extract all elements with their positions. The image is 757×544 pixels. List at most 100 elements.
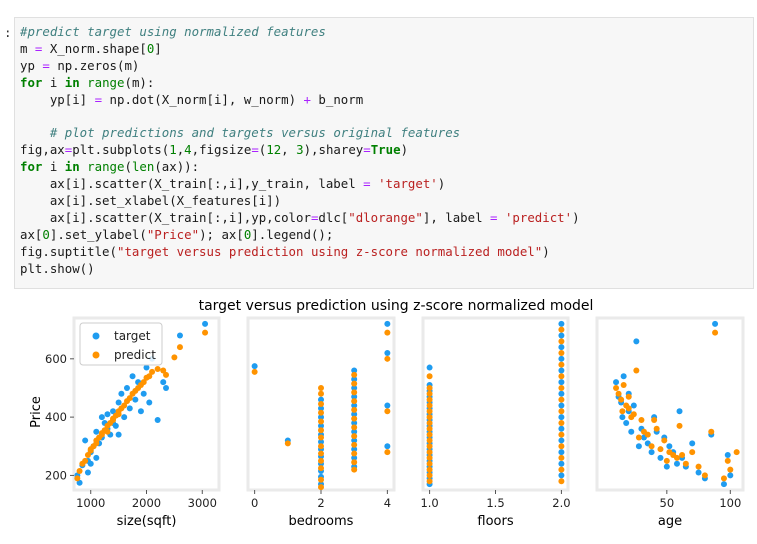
- target-point: [146, 399, 153, 406]
- target-point: [202, 320, 209, 327]
- x-tick-label: 0: [251, 496, 258, 510]
- predict-point: [318, 384, 324, 391]
- target-point: [558, 320, 565, 327]
- target-point: [351, 437, 358, 444]
- target-point: [558, 367, 565, 374]
- predict-point: [384, 408, 391, 415]
- target-point: [558, 344, 565, 351]
- predict-point: [351, 466, 358, 473]
- predict-point: [426, 443, 433, 450]
- code-token: len: [131, 159, 155, 175]
- target-point: [98, 414, 105, 421]
- target-point: [123, 384, 130, 391]
- code-cell[interactable]: [14, 17, 754, 289]
- predict-point: [384, 329, 391, 336]
- predict-point: [351, 406, 358, 413]
- target-point: [384, 443, 391, 450]
- predict-point: [163, 371, 170, 378]
- predict-point: [727, 466, 734, 473]
- code-token: for: [20, 159, 43, 175]
- target-point: [121, 414, 128, 421]
- target-point: [351, 446, 358, 453]
- code-line: ax[0].set_ylabel("Price"); ax[0].legend(…: [20, 227, 580, 244]
- target-point: [558, 425, 565, 432]
- predict-point: [351, 371, 358, 378]
- code-line: for i in range(len(ax)):: [20, 159, 580, 176]
- predict-point: [318, 434, 324, 441]
- code-line: for i in range(m):: [20, 75, 580, 92]
- target-point: [558, 414, 565, 421]
- predict-point: [87, 446, 94, 453]
- code-line: m = X_norm.shape[0]: [20, 41, 580, 58]
- target-point: [351, 376, 358, 383]
- predict-point: [426, 408, 433, 415]
- predict-point: [351, 433, 358, 440]
- code-token: plt.subplots(: [72, 142, 170, 158]
- predict-point: [673, 454, 680, 461]
- y-tick-label: 400: [45, 410, 67, 424]
- predict-point: [149, 368, 156, 375]
- code-line: #predict target using normalized feature…: [20, 24, 580, 41]
- target-point: [351, 419, 358, 426]
- legend-marker-predict: [92, 351, 100, 359]
- target-point: [318, 438, 324, 445]
- predict-point: [426, 460, 433, 467]
- code-token: =: [94, 91, 103, 107]
- code-token: =: [310, 209, 319, 225]
- x-tick-label: 1.0: [420, 496, 438, 510]
- predict-point: [633, 367, 640, 374]
- predict-point: [426, 384, 433, 391]
- code-token: ax[i].set_xlabel(X_features[i]): [20, 193, 282, 209]
- legend-box: [79, 322, 163, 366]
- predict-point: [558, 408, 565, 415]
- code-editor[interactable]: #predict target using normalized feature…: [20, 24, 580, 278]
- target-point: [635, 443, 642, 450]
- predict-point: [351, 441, 358, 448]
- code-token: i: [42, 74, 65, 90]
- code-token: i: [42, 159, 65, 175]
- predict-point: [712, 329, 719, 336]
- code-token: [371, 176, 378, 191]
- predict-point: [351, 398, 358, 405]
- cell-prompt: :: [4, 25, 12, 40]
- code-token: b_norm: [310, 91, 364, 107]
- code-token: in: [64, 159, 80, 175]
- predict-point: [558, 349, 565, 356]
- predict-point: [653, 425, 660, 432]
- predict-point: [558, 384, 565, 391]
- predict-point: [558, 361, 565, 368]
- predict-point: [384, 355, 391, 362]
- predict-point: [558, 478, 565, 485]
- predict-point: [98, 430, 105, 437]
- target-point: [115, 431, 122, 438]
- predict-point: [93, 440, 100, 447]
- code-token: ): [572, 209, 580, 225]
- target-point: [724, 452, 731, 459]
- target-point: [143, 364, 150, 371]
- code-token: plt.show(): [20, 260, 95, 276]
- code-token: yp[i]: [20, 91, 95, 107]
- x-tick-label: 50: [660, 496, 675, 510]
- predict-point: [160, 367, 167, 374]
- code-line: ax[i].scatter(X_train[:,i],yp,color=dlc[…: [20, 210, 580, 227]
- predict-point: [351, 424, 358, 431]
- target-point: [351, 367, 358, 374]
- predict-point: [318, 390, 324, 397]
- predict-point: [104, 428, 111, 435]
- predict-point: [318, 450, 324, 457]
- target-point: [82, 437, 89, 444]
- target-point: [628, 428, 635, 435]
- target-point: [558, 379, 565, 386]
- predict-point: [615, 390, 622, 397]
- code-token: "target versus prediction using z-score …: [116, 243, 543, 259]
- code-token: ): [437, 176, 446, 192]
- target-point: [623, 419, 630, 426]
- predict-point: [558, 419, 565, 426]
- target-point: [384, 320, 391, 327]
- code-token: 0: [42, 226, 50, 242]
- target-point: [163, 384, 170, 391]
- predict-point: [74, 475, 81, 482]
- code-token: np.dot(X_norm[i], w_norm): [102, 91, 304, 107]
- subplot-floors: 1.0 1.5 2.0 floors: [420, 316, 571, 529]
- predict-point: [110, 417, 117, 424]
